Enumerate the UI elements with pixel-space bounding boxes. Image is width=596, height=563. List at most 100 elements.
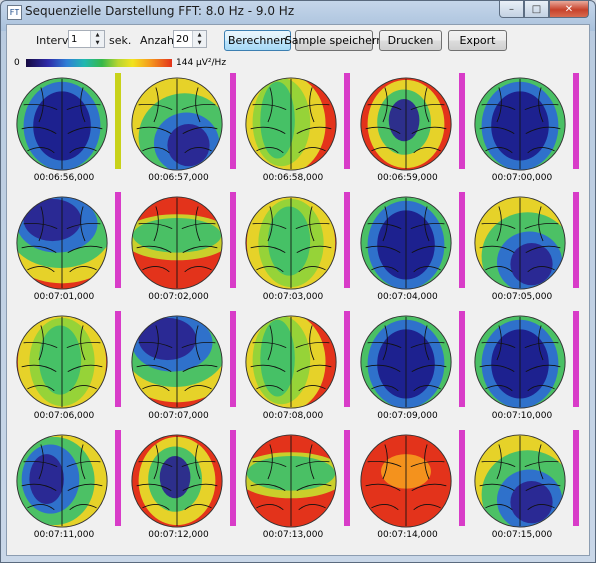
head-topomap	[16, 315, 108, 409]
timestamp-label: 00:07:06,000	[33, 411, 95, 421]
head-topomap	[130, 77, 223, 171]
level-indicator-bar	[115, 192, 121, 288]
spin-down-icon[interactable]: ▼	[91, 39, 104, 47]
head-topomap	[474, 434, 566, 528]
timestamp-label: 00:07:03,000	[262, 292, 324, 302]
head-topomap	[245, 77, 337, 171]
intervall-stepper[interactable]: ▲▼	[68, 30, 105, 48]
head-topomap	[474, 196, 566, 290]
level-indicator-bar	[458, 73, 465, 169]
topomap-cell[interactable]: 00:07:07,000	[127, 308, 241, 427]
toolbar: Intervall ▲▼ sek. Anzahl ▲▼ Berechnen Sa…	[7, 25, 589, 56]
topomap-cell[interactable]: 00:07:14,000	[356, 427, 470, 546]
timestamp-label: 00:06:56,000	[33, 173, 95, 183]
head-topomap	[130, 315, 223, 409]
level-indicator-bar	[458, 311, 465, 407]
topomap-cell[interactable]: 00:07:13,000	[241, 427, 355, 546]
head-topomap	[359, 77, 452, 171]
minimize-button[interactable]: –	[499, 1, 524, 18]
anzahl-label: Anzahl	[140, 34, 178, 47]
topomap-cell[interactable]: 00:07:09,000	[356, 308, 470, 427]
head-topomap	[245, 196, 337, 290]
timestamp-label: 00:07:13,000	[262, 530, 324, 540]
sample-speichern-button[interactable]: Sample speichern	[285, 30, 383, 51]
level-indicator-bar	[458, 430, 465, 526]
window-controls: – □ ✕	[499, 1, 589, 19]
timestamp-label: 00:07:05,000	[491, 292, 553, 302]
timestamp-label: 00:07:09,000	[377, 411, 438, 421]
topomap-cell[interactable]: 00:06:59,000	[356, 70, 470, 189]
timestamp-label: 00:07:02,000	[148, 292, 209, 302]
topomap-cell[interactable]: 00:06:57,000	[127, 70, 241, 189]
topomap-cell[interactable]: 00:07:10,000	[470, 308, 584, 427]
level-indicator-bar	[344, 430, 350, 526]
level-indicator-bar	[344, 192, 350, 288]
topomap-cell[interactable]: 00:07:11,000	[12, 427, 126, 546]
timestamp-label: 00:07:10,000	[491, 411, 553, 421]
intervall-spin-buttons[interactable]: ▲ ▼	[90, 31, 104, 47]
level-indicator-bar	[344, 73, 350, 169]
topomap-cell[interactable]: 00:07:15,000	[470, 427, 584, 546]
drucken-button[interactable]: Drucken	[379, 30, 442, 51]
berechnen-button[interactable]: Berechnen	[224, 30, 291, 51]
topomap-cell[interactable]: 00:06:56,000	[12, 70, 126, 189]
timestamp-label: 00:06:58,000	[262, 173, 324, 183]
timestamp-label: 00:07:14,000	[377, 530, 438, 540]
spin-up-icon[interactable]: ▲	[193, 31, 206, 39]
head-topomap	[474, 315, 566, 409]
timestamp-label: 00:07:11,000	[33, 530, 95, 540]
level-indicator-bar	[573, 192, 579, 288]
scale-max-label: 144 µV²/Hz	[176, 58, 227, 68]
color-scale: 0 144 µV²/Hz	[12, 58, 587, 68]
topomap-cell[interactable]: 00:07:06,000	[12, 308, 126, 427]
level-indicator-bar	[573, 430, 579, 526]
head-topomap	[245, 434, 337, 528]
topomap-cell[interactable]: 00:07:02,000	[127, 189, 241, 308]
anzahl-stepper[interactable]: ▲▼	[173, 30, 207, 48]
export-button[interactable]: Export	[448, 30, 507, 51]
scale-gradient	[26, 59, 172, 67]
maximize-button[interactable]: □	[524, 1, 549, 18]
timestamp-label: 00:07:01,000	[33, 292, 95, 302]
level-indicator-bar	[458, 192, 465, 288]
scale-min-label: 0	[14, 58, 20, 68]
topomap-cell[interactable]: 00:07:01,000	[12, 189, 126, 308]
topomap-cell[interactable]: 00:07:03,000	[241, 189, 355, 308]
head-topomap	[130, 196, 223, 290]
status-bar	[7, 549, 589, 555]
head-topomap	[130, 434, 223, 528]
topomap-cell[interactable]: 00:07:04,000	[356, 189, 470, 308]
level-indicator-bar	[229, 430, 236, 526]
timestamp-label: 00:07:15,000	[491, 530, 553, 540]
level-indicator-bar	[344, 311, 350, 407]
timestamp-label: 00:07:07,000	[148, 411, 209, 421]
timestamp-label: 00:06:57,000	[148, 173, 209, 183]
close-button[interactable]: ✕	[549, 1, 589, 18]
head-topomap	[245, 315, 337, 409]
intervall-input[interactable]	[69, 31, 95, 47]
topomap-cell[interactable]: 00:06:58,000	[241, 70, 355, 189]
level-indicator-bar	[229, 73, 236, 169]
topomap-cell[interactable]: 00:07:08,000	[241, 308, 355, 427]
title-bar[interactable]: FT Sequenzielle Darstellung FFT: 8.0 Hz …	[1, 1, 595, 23]
head-topomap	[359, 196, 452, 290]
level-indicator-bar	[229, 192, 236, 288]
eeg-app-icon[interactable]: FT	[7, 5, 22, 20]
intervall-unit-label: sek.	[109, 34, 132, 47]
topomap-cell[interactable]: 00:07:12,000	[127, 427, 241, 546]
topomap-cell[interactable]: 00:07:05,000	[470, 189, 584, 308]
level-indicator-bar	[115, 430, 121, 526]
window-title: Sequenzielle Darstellung FFT: 8.0 Hz - 9…	[25, 4, 295, 18]
topomap-grid: 00:06:56,000 00:06:57,000 00:06:58,000 00:0…	[12, 70, 584, 546]
anzahl-spin-buttons[interactable]: ▲ ▼	[192, 31, 206, 47]
topomap-cell[interactable]: 00:07:00,000	[470, 70, 584, 189]
head-topomap	[359, 315, 452, 409]
timestamp-label: 00:07:00,000	[491, 173, 553, 183]
timestamp-label: 00:07:12,000	[148, 530, 209, 540]
head-topomap	[359, 434, 452, 528]
spin-down-icon[interactable]: ▼	[193, 39, 206, 47]
client-area: Intervall ▲▼ sek. Anzahl ▲▼ Berechnen Sa…	[6, 24, 590, 556]
spin-up-icon[interactable]: ▲	[91, 31, 104, 39]
level-indicator-bar	[573, 311, 579, 407]
